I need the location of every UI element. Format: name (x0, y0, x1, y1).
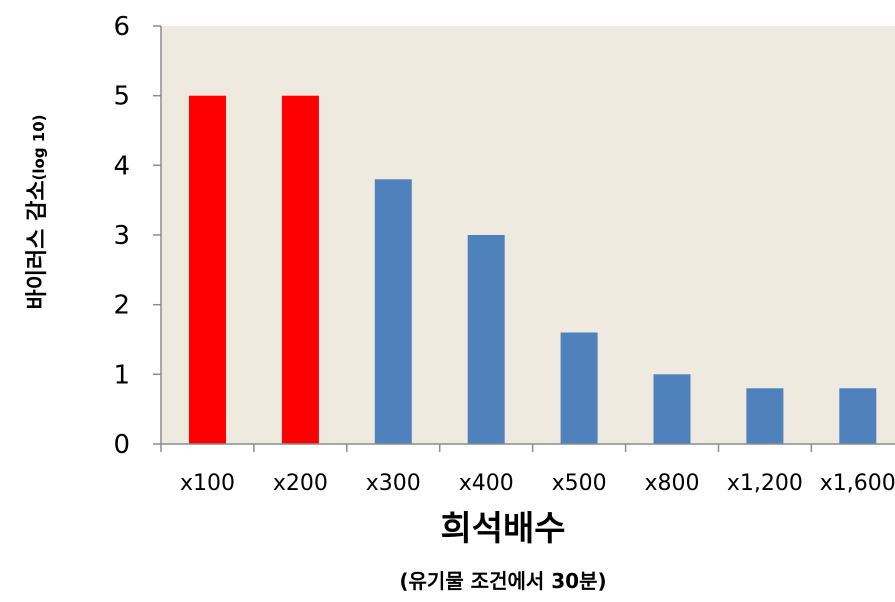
chart-subtitle: (유기물 조건에서 30분) (399, 569, 606, 593)
bar-x1200 (746, 388, 784, 444)
x-tick-label: x100 (180, 471, 235, 496)
x-tick-label: x1,600 (820, 471, 895, 496)
bar-x200 (281, 95, 319, 444)
y-axis-title-unit: (log 10) (30, 114, 48, 180)
x-tick-label: x800 (644, 471, 699, 496)
y-axis-title-main: 바이러스 감소 (25, 180, 50, 309)
bar-x500 (560, 332, 598, 444)
bar-x400 (467, 235, 505, 444)
bar-x1600 (839, 388, 877, 444)
x-tick-label: x1,200 (727, 471, 803, 496)
bar-x800 (653, 374, 691, 444)
x-tick-label: x200 (273, 471, 328, 496)
y-tick-label: 4 (113, 151, 130, 181)
y-tick-label: 5 (113, 82, 130, 112)
y-tick-label: 1 (113, 360, 130, 390)
x-ticks-group: x100 x200 x300 x400 x500 x800 x1,200 x1,600 (160, 444, 895, 496)
bar-x100 (189, 95, 226, 444)
y-tick-label: 2 (113, 291, 130, 321)
y-tick-label: 3 (113, 221, 130, 251)
bars-group (189, 95, 877, 445)
y-ticks-group: 0 1 2 3 4 5 6 (113, 12, 161, 460)
x-axis-title: 희석배수 (440, 509, 565, 549)
y-tick-label: 0 (113, 430, 130, 460)
x-tick-label: x300 (366, 471, 421, 496)
plot-area (161, 26, 895, 444)
x-tick-label: x500 (552, 471, 607, 496)
y-tick-label: 6 (113, 12, 130, 42)
x-tick-label: x400 (459, 471, 514, 496)
bar-x300 (374, 179, 412, 445)
y-axis-title: 바이러스 감소(log 10) (25, 114, 50, 309)
